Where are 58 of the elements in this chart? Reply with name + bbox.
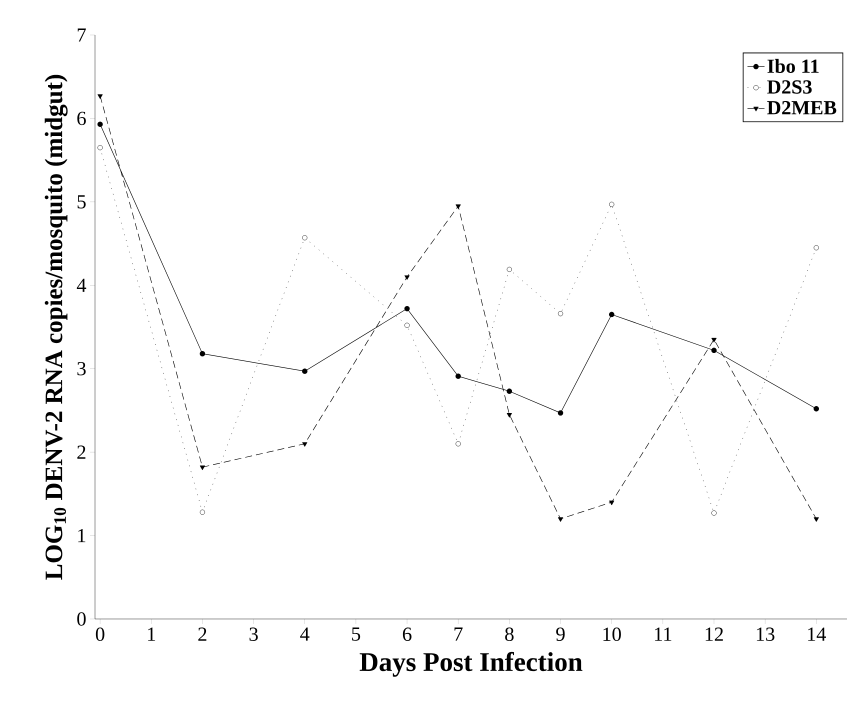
y-tick-label: 1 — [78, 528, 86, 542]
legend-label: D2S3 — [767, 80, 812, 94]
x-tick-label: 5 — [352, 628, 360, 641]
y-axis-title: LOG$_{10}$ DENV-2 RNA copies/mosquito (midgut) — [44, 74, 68, 580]
x-tick-label: 6 — [402, 628, 412, 641]
x-tick-label: 11 — [654, 628, 672, 641]
x-tick-label: 8 — [505, 628, 514, 642]
point — [456, 441, 461, 446]
point — [200, 466, 205, 470]
point — [608, 312, 614, 318]
x-axis-title: Days Post Infection — [360, 652, 582, 677]
x-tick-label: 12 — [706, 628, 723, 641]
y-tick-label: 3 — [77, 362, 86, 376]
point — [404, 322, 410, 328]
x-tick-label: 1 — [148, 628, 156, 641]
point — [711, 338, 717, 342]
y-tick-label: 4 — [76, 278, 86, 292]
point — [506, 412, 512, 418]
point — [506, 266, 512, 272]
x-tick-label: 13 — [756, 628, 774, 641]
x-tick-label: 14 — [808, 628, 826, 641]
point — [609, 500, 614, 506]
point — [456, 374, 461, 379]
point — [200, 350, 206, 356]
point — [302, 235, 308, 240]
point — [814, 245, 819, 250]
x-tick-label: 0 — [96, 628, 104, 642]
point — [456, 204, 461, 209]
point — [814, 517, 819, 522]
point — [98, 94, 103, 99]
y-tick-label: 6 — [77, 112, 86, 126]
point — [506, 388, 512, 394]
legend-label: D2MEB — [767, 101, 836, 114]
x-tick-label: 10 — [603, 628, 621, 642]
y-tick-label: 2 — [77, 446, 86, 459]
point — [404, 306, 410, 312]
point — [558, 517, 564, 522]
point — [711, 348, 717, 354]
point — [404, 275, 410, 280]
point — [302, 368, 308, 374]
legend-label: Ibo 11 — [768, 58, 819, 73]
x-tick-label: 9 — [556, 628, 565, 641]
y-tick-label: 5 — [78, 195, 86, 208]
x-tick-label: 4 — [300, 628, 310, 641]
y-tick-label: 0 — [77, 612, 86, 626]
point — [609, 202, 614, 207]
point — [200, 510, 206, 515]
x-tick-label: 7 — [454, 628, 463, 641]
point — [97, 122, 103, 127]
point — [302, 442, 308, 447]
x-tick-label: 3 — [250, 628, 258, 641]
y-tick-label: 7 — [78, 28, 86, 42]
point — [98, 145, 103, 150]
point — [558, 311, 564, 316]
point — [711, 510, 717, 516]
x-tick-label: 2 — [198, 628, 206, 641]
point — [558, 410, 564, 416]
point — [814, 406, 820, 412]
